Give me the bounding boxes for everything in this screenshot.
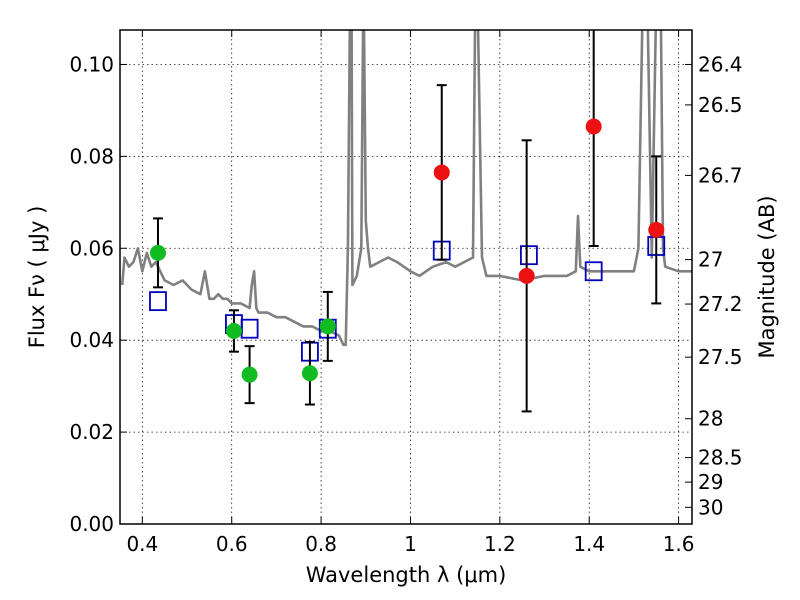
detection-point [301,365,318,382]
right-tick-label: 26.4 [698,52,743,76]
x-axis-title: Wavelength λ (μm) [306,563,507,587]
x-tick-label: 1.6 [663,532,695,556]
right-tick-label: 27.2 [698,292,743,316]
spectrum-line [120,30,692,347]
right-tick-label: 30 [698,495,723,519]
y-tick-label: 0.08 [69,144,114,168]
detection-point [225,322,242,339]
detection-point [149,244,166,261]
model-photometry-square [149,291,167,312]
x-tick-label: 0.4 [126,532,158,556]
detection-point [241,366,258,383]
model-photometry-square [519,245,538,266]
y-tick-label: 0.04 [69,328,114,352]
grid-layer [120,30,692,524]
right-tick-label: 29 [698,470,723,494]
x-tick-label: 0.6 [216,532,248,556]
plot-frame [119,29,693,525]
y-axis-title: Flux Fν ( μJy ) [25,206,49,349]
low-sn-point [585,118,602,135]
right-tick-label: 28 [698,407,723,431]
right-tick-label: 26.7 [698,163,743,187]
x-tick-label: 1 [404,532,417,556]
y-tick-label: 0.10 [69,52,114,76]
detection-point [319,318,336,335]
y-tick-label: 0.02 [69,420,114,444]
data-layer [120,30,692,413]
right-tick-label: 27.5 [698,345,743,369]
tick-layer: 0.4 0.6 0.8 1 1.2 1.4 1.6 0.00 0.02 0.04 0.06 0.08 0… [69,30,743,556]
right-axis-title: Magnitude (AB) [755,195,779,358]
right-tick-label: 26.5 [698,93,743,117]
plot-background [120,30,692,524]
right-tick-label: 27 [698,248,723,272]
model-photometry-square [584,261,603,282]
x-tick-label: 1.2 [484,532,516,556]
y-tick-label: 0.06 [69,236,114,260]
x-tick-label: 0.8 [305,532,337,556]
y-tick-label: 0.00 [69,512,114,536]
x-tick-label: 1.4 [573,532,605,556]
low-sn-point [648,221,665,238]
low-sn-point [518,267,535,284]
right-tick-label: 28.5 [698,446,743,470]
low-sn-point [433,164,450,181]
